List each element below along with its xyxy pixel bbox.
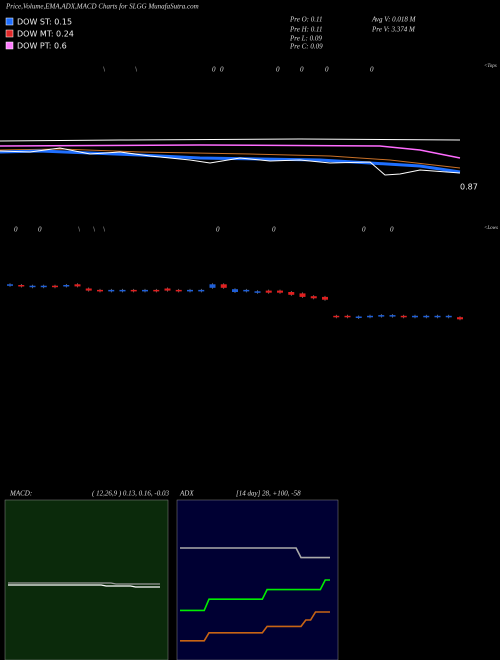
candle-body xyxy=(187,289,193,292)
candle-body xyxy=(423,315,430,318)
candle-body xyxy=(232,289,238,292)
volume-marker: 0 xyxy=(300,66,304,74)
volume-marker: \ xyxy=(103,66,105,74)
candle-body xyxy=(18,285,25,287)
candle-body xyxy=(74,284,81,287)
volume-marker: 0 xyxy=(272,226,276,234)
volume-marker: 0 xyxy=(390,226,394,234)
legend-swatch xyxy=(5,29,14,38)
series-line xyxy=(8,582,160,585)
tops-label: <Tops xyxy=(484,64,497,69)
candle-body xyxy=(457,317,463,320)
candle-body xyxy=(445,315,452,318)
candle-body xyxy=(153,289,160,292)
candle-body xyxy=(310,296,317,299)
candle-body xyxy=(367,315,373,318)
candle-body xyxy=(164,288,171,291)
panel-subtitle: [14 day] 28, +100, -58 xyxy=(236,490,301,498)
legend-label: DOW ST: 0.15 xyxy=(17,18,72,27)
legend-label: DOW PT: 0.6 xyxy=(17,42,67,51)
candle-body xyxy=(198,289,205,292)
candle-body xyxy=(85,288,92,291)
ema-line xyxy=(0,148,461,169)
candle-body xyxy=(389,315,396,317)
panel-subtitle: ( 12,26,9 ) 0.13, 0.16, -0.03 xyxy=(92,490,169,498)
candle-body xyxy=(97,289,103,292)
price-label: 0.87 xyxy=(460,183,478,192)
legend-label: DOW MT: 0.24 xyxy=(17,30,74,39)
candle-body xyxy=(7,284,13,286)
ema-line xyxy=(0,138,461,142)
stat-text: Avg V: 0.018 M xyxy=(371,16,417,24)
volume-marker: 0 xyxy=(325,66,329,74)
candle-body xyxy=(378,315,385,317)
panel xyxy=(176,499,339,660)
candle-body xyxy=(63,285,70,287)
candle-body xyxy=(355,316,362,318)
volume-marker: 0 xyxy=(216,226,220,234)
candle-body xyxy=(412,315,418,318)
stat-text: Pre C: 0.09 xyxy=(289,43,323,51)
candle-body xyxy=(175,289,182,292)
candle-body xyxy=(322,296,328,300)
volume-marker: \ xyxy=(78,226,80,234)
candle-body xyxy=(299,293,306,297)
stat-text: Pre H: 0.11 xyxy=(289,26,322,34)
candle-body xyxy=(254,291,261,293)
candle-body xyxy=(243,289,250,292)
volume-marker: \ xyxy=(103,226,105,234)
ema-lines xyxy=(0,138,461,176)
volume-marker: 0 xyxy=(212,66,216,74)
candle-body xyxy=(333,315,340,318)
candle-body xyxy=(344,315,351,318)
volume-marker: 0 xyxy=(14,226,18,234)
series-line xyxy=(8,584,160,588)
series-line xyxy=(180,579,330,612)
stat-text: Pre L: 0.09 xyxy=(289,35,322,43)
series-line xyxy=(180,547,330,559)
candle-body xyxy=(108,289,115,292)
candle-body xyxy=(142,289,148,292)
candle-body xyxy=(130,289,137,292)
volume-marker: 0 xyxy=(370,66,374,74)
stat-text: Pre V: 3.374 M xyxy=(371,26,416,34)
candle-body xyxy=(29,285,36,288)
candle-body xyxy=(220,284,227,288)
lows-label: <Lows xyxy=(484,226,498,231)
series-line xyxy=(180,611,330,642)
stat-text: Pre O: 0.11 xyxy=(289,16,322,24)
ema-line xyxy=(0,147,461,176)
volume-marker: \ xyxy=(93,226,95,234)
candle-body xyxy=(277,290,283,293)
volume-marker: 0 xyxy=(220,66,224,74)
ema-line xyxy=(0,144,461,159)
candle-body xyxy=(265,290,272,293)
legend-swatch xyxy=(5,41,14,50)
panel xyxy=(4,499,169,660)
volume-marker: \ xyxy=(135,66,137,74)
volume-marker: 0 xyxy=(38,226,42,234)
candle-body xyxy=(288,292,295,295)
candle-body xyxy=(209,284,216,288)
panel-title: ADX xyxy=(179,490,194,498)
candle-body xyxy=(119,289,126,292)
volume-marker: 0 xyxy=(362,226,366,234)
panel-title: MACD: xyxy=(9,490,32,498)
candle-body xyxy=(40,285,47,288)
chart-title: Price,Volume,EMA,ADX,MACD Charts for SLG… xyxy=(5,3,199,11)
candle-body xyxy=(434,315,441,318)
candle-body xyxy=(52,285,58,288)
legend-swatch xyxy=(5,17,14,26)
candle-body xyxy=(400,315,407,318)
volume-marker: 0 xyxy=(276,66,280,74)
ema-line xyxy=(0,149,461,174)
